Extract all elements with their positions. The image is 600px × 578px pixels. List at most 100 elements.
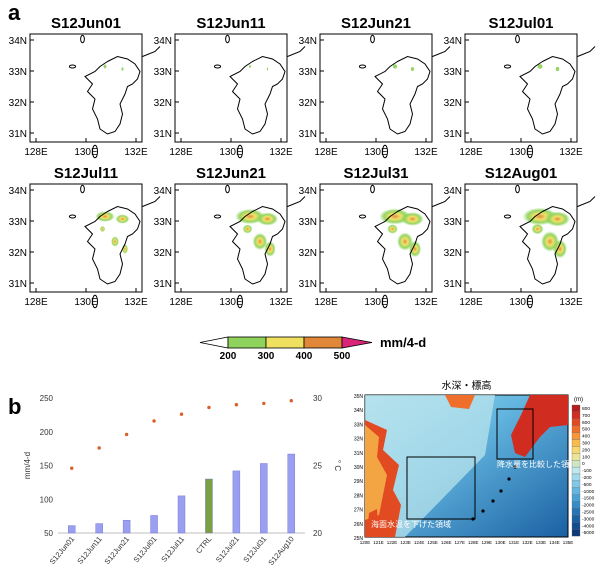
legend-label: -1500 — [582, 496, 595, 502]
map-title: S12Jul31 — [343, 165, 408, 182]
lat-tick-label: 31N — [444, 129, 462, 140]
precip-compared-region-box — [496, 408, 534, 460]
map-frame — [174, 33, 288, 143]
x-tick-label: S12Jul01 — [132, 535, 159, 565]
sst-dot — [207, 405, 211, 410]
y-tick-label: 150 — [40, 462, 54, 471]
legend-swatch — [571, 425, 581, 433]
lon-tick-label: 128E — [314, 147, 338, 158]
precip-area — [555, 66, 560, 72]
x-tick-label: S12Jul11 — [159, 535, 186, 564]
legend-label: 500 — [582, 427, 590, 433]
colorbar-tick-label: 200 — [220, 351, 237, 362]
lat-tick-label: 33N — [444, 217, 462, 228]
map-lon-tick-label: 123E — [400, 540, 411, 545]
lat-tick-label: 31N — [154, 129, 172, 140]
map-lon-tick-label: 130E — [495, 540, 506, 545]
precip-area — [411, 67, 414, 71]
map-lat-tick-label: 30N — [354, 465, 364, 471]
map-title: S12Jun21 — [341, 15, 411, 32]
lat-tick-label: 32N — [154, 248, 172, 259]
sst-dot — [97, 446, 101, 450]
map-frame — [319, 33, 433, 143]
legend-swatch — [571, 460, 581, 468]
island — [507, 477, 511, 481]
y-tick-label: 250 — [40, 394, 54, 403]
precip-bar — [205, 478, 213, 534]
lat-tick-label: 32N — [299, 248, 317, 259]
map-lat-tick-label: 32N — [354, 437, 364, 443]
map-lon-tick-label: 128E — [468, 540, 479, 545]
sst-dot — [289, 399, 293, 403]
x-tick-label: S12Jul31 — [241, 535, 268, 565]
legend-label: 100 — [582, 454, 590, 460]
precip-bar — [150, 515, 158, 534]
annotation-precip-region: 降水量を比較した領域 — [497, 459, 577, 469]
map-panel: S12Jul11 34N 33N 32N 31N 128E 130E 132E — [9, 165, 161, 309]
legend-swatch — [571, 473, 581, 482]
map-lat-tick-label: 26N — [354, 522, 364, 528]
lat-tick-label: 31N — [9, 129, 27, 140]
legend-label: 300 — [582, 441, 590, 447]
legend-label: -3000 — [582, 516, 595, 522]
lat-tick-label: 34N — [154, 186, 172, 197]
y-tick-label: 200 — [40, 428, 54, 437]
sst-dot — [70, 466, 74, 470]
legend-swatch — [571, 508, 581, 516]
legend-swatch — [571, 480, 581, 488]
map-lat-tick-label: 28N — [354, 493, 364, 499]
map-frame — [29, 33, 143, 143]
y2-tick-label: 20 — [313, 529, 322, 538]
island — [491, 499, 495, 503]
legend-label: -1000 — [582, 489, 595, 495]
lon-tick-label: 130E — [219, 147, 243, 158]
colorbar-tick-label: 300 — [258, 351, 275, 362]
map-panel: S12Jun21 34N 33N 32N 31N 128E 130E 132E — [299, 15, 451, 159]
y-tick-label: 50 — [44, 529, 53, 538]
lat-tick-label: 31N — [444, 279, 462, 290]
x-tick-label: S12Jun01 — [48, 535, 77, 567]
map-lon-tick-label: 129E — [482, 540, 493, 545]
lat-tick-label: 31N — [299, 129, 317, 140]
precip-area — [256, 212, 279, 226]
island — [513, 465, 517, 469]
precip-area — [242, 224, 253, 234]
colorbar-swatch — [199, 336, 229, 349]
japan-land — [511, 395, 568, 457]
map-frame — [464, 33, 578, 143]
map-lat-tick-label: 29N — [354, 479, 364, 485]
lon-tick-label: 130E — [74, 297, 98, 308]
legend-swatch — [571, 418, 581, 426]
map-panel: S12Jun21 34N 33N 32N 31N 128E 130E 132E — [154, 165, 306, 309]
colorbar-swatch — [265, 336, 305, 349]
lon-tick-label: 128E — [169, 147, 193, 158]
map-panel: S12Jun01 34N 33N 32N 31N 128E 130E 132E — [9, 15, 161, 159]
x-tick-label: S12Jul21 — [214, 535, 241, 565]
lat-tick-label: 33N — [154, 217, 172, 228]
map-lon-tick-label: 121E — [373, 540, 384, 545]
lon-tick-label: 128E — [24, 147, 48, 158]
lat-tick-label: 32N — [9, 248, 27, 259]
lon-tick-label: 132E — [414, 297, 438, 308]
precip-area — [408, 240, 422, 258]
precip-bar — [232, 470, 241, 534]
precip-bar — [68, 525, 76, 534]
legend-label: -4000 — [582, 523, 595, 529]
sst-dot — [262, 401, 266, 406]
map-title: S12Aug01 — [485, 165, 558, 182]
lon-tick-label: 128E — [24, 297, 48, 308]
legend-swatch — [571, 439, 581, 447]
lon-tick-label: 130E — [364, 297, 388, 308]
lat-tick-label: 33N — [154, 67, 172, 78]
legend-swatch — [571, 466, 581, 475]
map-lat-tick-label: 31N — [354, 451, 364, 457]
lat-tick-label: 34N — [299, 186, 317, 197]
legend-swatch — [571, 529, 581, 537]
lon-tick-label: 130E — [509, 297, 533, 308]
precip-bar — [287, 453, 295, 534]
lon-tick-label: 128E — [314, 297, 338, 308]
coastline — [213, 184, 306, 309]
lat-tick-label: 33N — [299, 67, 317, 78]
